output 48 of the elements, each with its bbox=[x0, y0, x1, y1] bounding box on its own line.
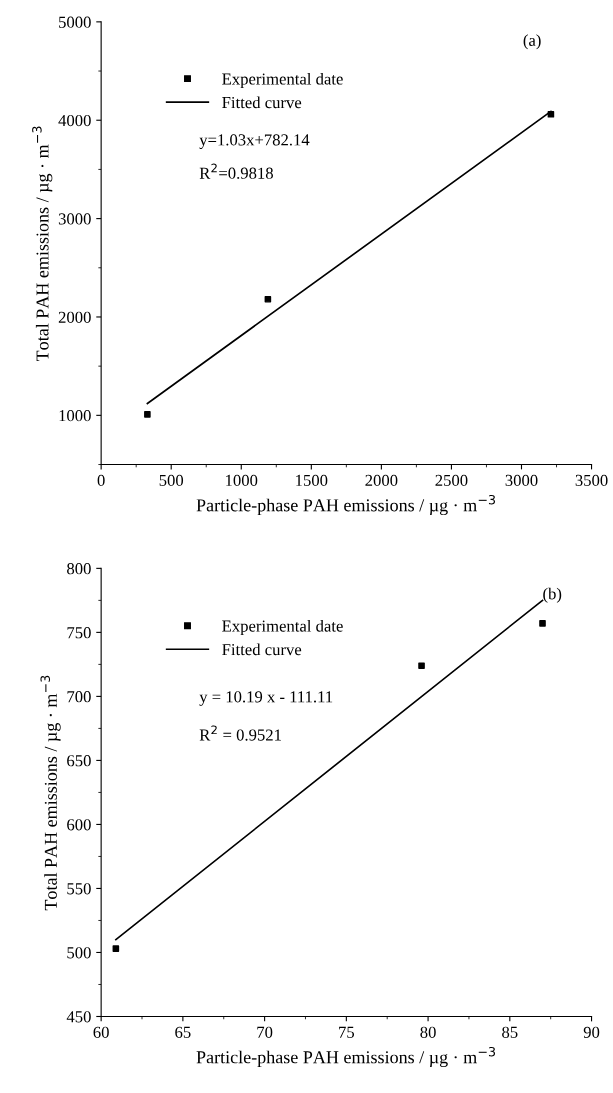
x-tick-label: 80 bbox=[420, 1026, 436, 1038]
x-tick-label: 70 bbox=[257, 1026, 273, 1038]
x-axis-title: Particle-phase PAH emissions / µg · m$^{−3}$ bbox=[196, 494, 496, 516]
y-tick-label: 3000 bbox=[58, 213, 91, 225]
legend-label: Fitted curve bbox=[222, 96, 302, 109]
point bbox=[547, 111, 555, 118]
point bbox=[112, 945, 120, 952]
x-tick-label: 2000 bbox=[365, 474, 398, 486]
y-tick-label: 2000 bbox=[58, 311, 91, 323]
point bbox=[264, 295, 272, 303]
x-tick-label: 65 bbox=[175, 1026, 191, 1038]
y-tick-label: 600 bbox=[67, 819, 91, 831]
x-tick-label: 90 bbox=[583, 1026, 600, 1038]
x-tick-label: 85 bbox=[502, 1026, 518, 1038]
y-tick-label: 450 bbox=[66, 1011, 91, 1023]
annotation: R$^{2}$=0.9818 bbox=[199, 163, 273, 179]
y-tick-label: 4000 bbox=[58, 114, 91, 127]
x-tick-label: 1000 bbox=[226, 474, 258, 486]
annotation: R$^{2}$ = 0.9521 bbox=[199, 725, 281, 741]
y-tick-label: 650 bbox=[67, 755, 91, 767]
point bbox=[539, 620, 546, 627]
x-tick-label: 75 bbox=[339, 1026, 355, 1038]
x-tick-label: 500 bbox=[159, 474, 184, 486]
x-tick-label: 3000 bbox=[505, 474, 538, 486]
point bbox=[144, 411, 151, 418]
legend-label: Fitted curve bbox=[222, 643, 302, 656]
x-tick-label: 0 bbox=[97, 474, 105, 486]
x-tick-label: 3500 bbox=[575, 474, 608, 486]
y-axis-title: Total PAH emissions / µg · m$^{−3}$ bbox=[40, 675, 61, 911]
legend-label: Experimental date bbox=[222, 619, 343, 636]
annotation: (a) bbox=[523, 34, 541, 50]
legend-label: Experimental date bbox=[222, 72, 343, 89]
x-axis-title: Particle-phase PAH emissions / µg · m$^{−3}$ bbox=[196, 1046, 496, 1068]
y-tick-label: 1000 bbox=[59, 410, 91, 422]
annotation: y=1.03x+782.14 bbox=[199, 134, 310, 149]
annotation: y = 10.19 x - 111.11 bbox=[199, 691, 333, 706]
y-tick-label: 5000 bbox=[59, 16, 91, 28]
y-tick-label: 700 bbox=[67, 691, 91, 703]
x-tick-label: 2500 bbox=[435, 474, 468, 486]
x-tick-label: 60 bbox=[93, 1026, 109, 1038]
point bbox=[418, 662, 425, 669]
x-tick-label: 1500 bbox=[296, 474, 328, 486]
y-axis-title: Total PAH emissions / µg · m$^{−3}$ bbox=[32, 126, 53, 362]
y-tick-label: 500 bbox=[67, 947, 91, 959]
y-tick-label: 800 bbox=[67, 563, 91, 575]
y-tick-label: 550 bbox=[67, 883, 91, 895]
y-tick-label: 750 bbox=[67, 627, 91, 639]
annotation: (b) bbox=[543, 587, 562, 603]
